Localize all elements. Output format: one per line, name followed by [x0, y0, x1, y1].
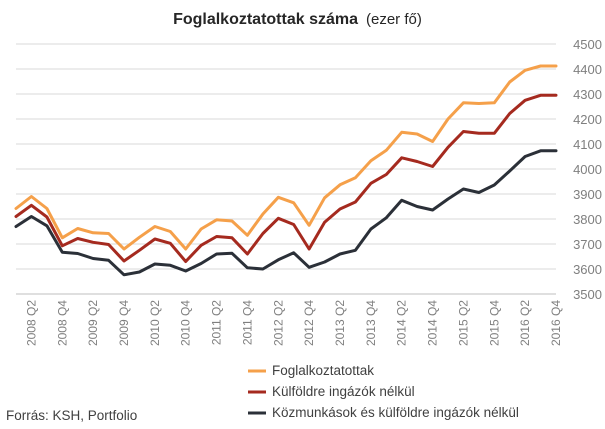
x-tick-label: 2013 Q2 — [333, 300, 347, 346]
chart-title: Foglalkoztatottak száma (ezer fő) — [173, 11, 422, 28]
y-tick-label: 4400 — [573, 62, 602, 77]
y-tick-label: 4500 — [573, 37, 602, 52]
x-tick-label: 2010 Q4 — [179, 300, 193, 346]
x-tick-label: 2010 Q2 — [148, 300, 162, 346]
y-tick-label: 3800 — [573, 212, 602, 227]
y-axis: 3500 3600 3700 3800 3900 4000 4100 4200 4300 4400… — [573, 37, 602, 302]
x-tick-label: 2008 Q2 — [24, 300, 38, 346]
legend: Foglalkoztatottak Külföldre ingázók nélkü… — [248, 363, 519, 420]
series-line-2 — [14, 93, 558, 263]
x-tick-label: 2014 Q4 — [426, 300, 440, 346]
plot-area — [14, 64, 558, 277]
legend-label: Közmunkások és külföldre ingázók nélkül — [272, 405, 519, 420]
x-tick-label: 2009 Q4 — [117, 300, 131, 346]
x-tick-label: 2012 Q2 — [271, 300, 285, 346]
legend-label: Foglalkoztatottak — [272, 363, 374, 378]
y-tick-label: 3900 — [573, 187, 602, 202]
chart-title-unit: (ezer fő) — [366, 11, 422, 28]
x-tick-label: 2016 Q2 — [518, 300, 532, 346]
x-tick-label: 2016 Q4 — [549, 300, 563, 346]
y-tick-label: 4300 — [573, 87, 602, 102]
x-tick-label: 2014 Q2 — [395, 300, 409, 346]
x-tick-label: 2015 Q2 — [456, 300, 470, 346]
x-tick-label: 2009 Q2 — [86, 300, 100, 346]
y-tick-label: 3500 — [573, 287, 602, 302]
series-line-1 — [14, 64, 558, 251]
y-tick-label: 4200 — [573, 112, 602, 127]
y-tick-label: 3600 — [573, 262, 602, 277]
y-tick-label: 4100 — [573, 137, 602, 152]
x-tick-label: 2008 Q4 — [55, 300, 69, 346]
legend-item: Külföldre ingázók nélkül — [248, 384, 415, 399]
legend-item: Közmunkások és külföldre ingázók nélkül — [248, 405, 519, 420]
legend-item: Foglalkoztatottak — [248, 363, 374, 378]
legend-label: Külföldre ingázók nélkül — [272, 384, 415, 399]
y-tick-label: 3700 — [573, 237, 602, 252]
x-tick-label: 2015 Q4 — [487, 300, 501, 346]
x-axis: 2008 Q2 2008 Q4 2009 Q2 2009 Q4 2010 Q2 2010 … — [24, 300, 563, 346]
x-tick-label: 2011 Q4 — [240, 300, 254, 345]
source-note: Forrás: KSH, Portfolio — [6, 408, 137, 423]
x-tick-label: 2012 Q4 — [302, 300, 316, 346]
series-line-3 — [14, 149, 558, 277]
x-tick-label: 2013 Q4 — [364, 300, 378, 346]
y-tick-label: 4000 — [573, 162, 602, 177]
x-tick-label: 2011 Q2 — [210, 300, 224, 345]
chart-title-main: Foglalkoztatottak száma — [173, 11, 358, 28]
